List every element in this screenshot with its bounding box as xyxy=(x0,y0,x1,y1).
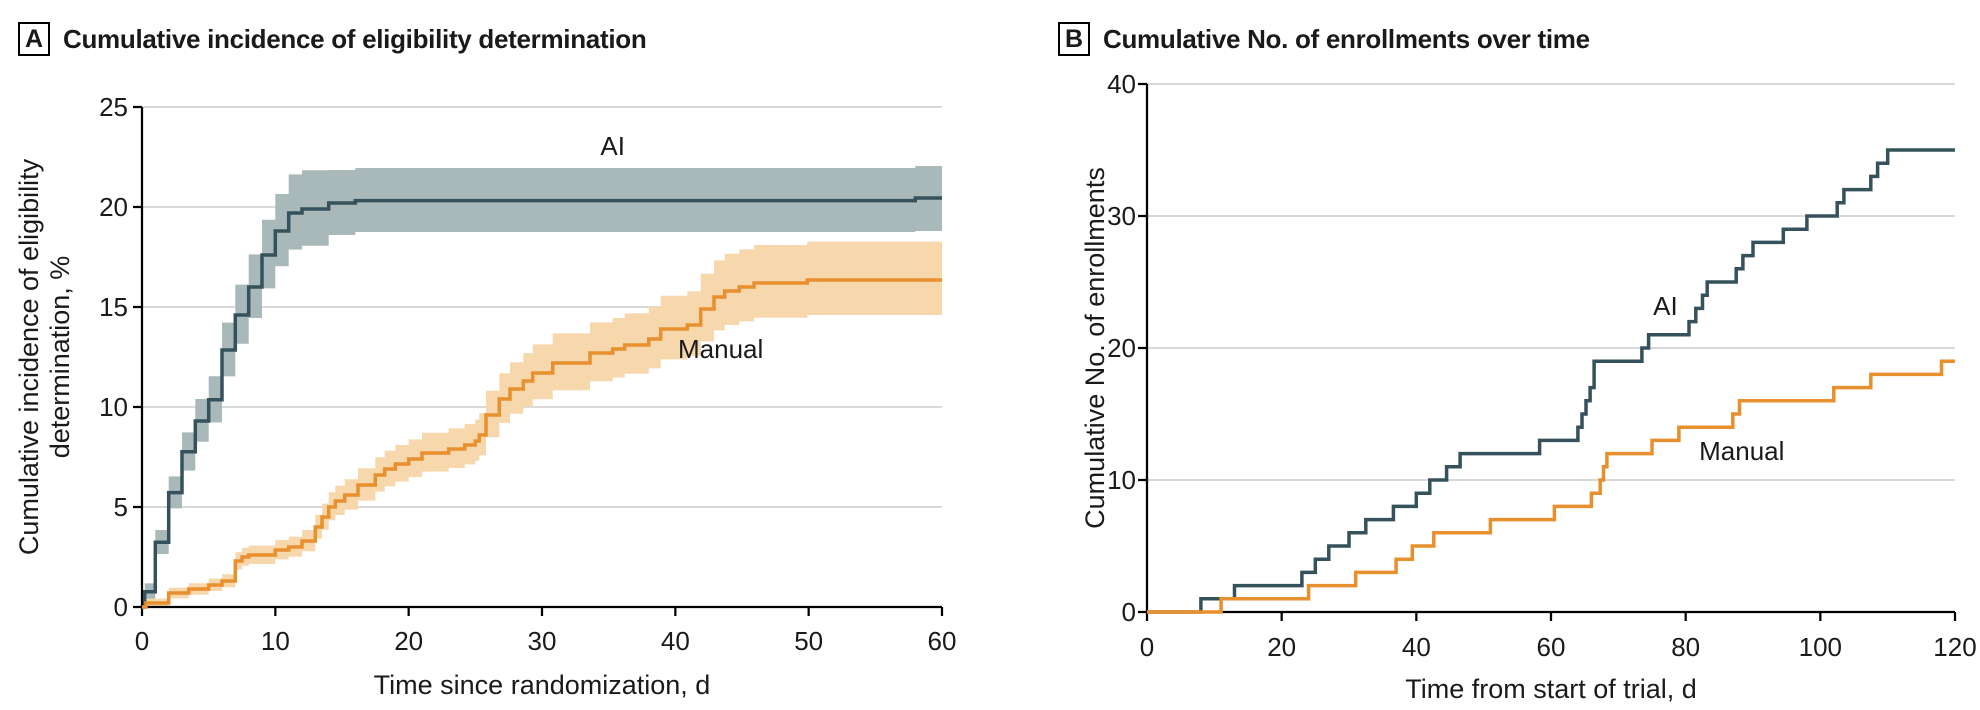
y-tick-label: 40 xyxy=(1107,69,1136,99)
panel-b-title: Cumulative No. of enrollments over time xyxy=(1103,23,1590,54)
panel-b-letter-badge: B xyxy=(1058,22,1090,56)
y-tick-label: 30 xyxy=(1107,201,1136,231)
x-tick-label: 0 xyxy=(135,626,149,656)
x-tick-label: 60 xyxy=(928,626,957,656)
manual-curve xyxy=(142,278,942,609)
manual-curve-label: Manual xyxy=(1699,436,1784,466)
x-tick-label: 0 xyxy=(1140,632,1154,662)
panel-a-title: Cumulative incidence of eligibility dete… xyxy=(63,23,647,54)
x-tick-label: 20 xyxy=(394,626,423,656)
y-tick-label: 0 xyxy=(114,592,128,622)
panel-a-chart: 0 5 10 15 20 25 0 10 20 30 40 50 60 Time since random… xyxy=(14,92,956,700)
manual-confidence-band xyxy=(142,241,942,607)
x-axis-title: Time since randomization, d xyxy=(374,670,711,700)
y-axis-title: Cumulative No. of enrollments xyxy=(1080,167,1110,529)
x-tick-label: 80 xyxy=(1671,632,1700,662)
x-tick-label: 40 xyxy=(1402,632,1431,662)
ai-curve xyxy=(142,196,942,609)
y-tick-label: 0 xyxy=(1122,597,1136,627)
panel-a-letter-badge: A xyxy=(18,22,50,56)
y-tick-label: 10 xyxy=(99,392,128,422)
panel-b-header: B Cumulative No. of enrollments over tim… xyxy=(1058,22,1590,56)
y-tick-label: 25 xyxy=(99,92,128,122)
x-tick-label: 40 xyxy=(661,626,690,656)
y-axis-title: Cumulative incidence of eligibilitydeter… xyxy=(14,158,75,555)
y-tick-label: 15 xyxy=(99,292,128,322)
y-tick-label: 20 xyxy=(99,192,128,222)
ai-confidence-band xyxy=(142,166,942,607)
ai-curve xyxy=(1147,148,1955,614)
x-tick-label: 100 xyxy=(1799,632,1842,662)
axes xyxy=(1138,82,1957,621)
manual-curve xyxy=(1147,359,1955,614)
gridlines xyxy=(1147,83,1955,481)
y-tick-label: 10 xyxy=(1107,465,1136,495)
panel-a-header: A Cumulative incidence of eligibility de… xyxy=(18,22,647,56)
x-tick-label: 30 xyxy=(528,626,557,656)
ai-curve-label: AI xyxy=(600,131,625,161)
x-tick-label: 60 xyxy=(1537,632,1566,662)
x-axis-title: Time from start of trial, d xyxy=(1405,674,1697,704)
x-tick-label: 10 xyxy=(261,626,290,656)
x-tick-label: 120 xyxy=(1933,632,1976,662)
panel-b-chart: 0 10 20 30 40 0 20 40 60 80 100 120 Time from start … xyxy=(1080,69,1977,704)
y-tick-label: 20 xyxy=(1107,333,1136,363)
y-tick-label: 5 xyxy=(114,492,128,522)
manual-curve-label: Manual xyxy=(678,334,763,364)
tick-labels: 0 10 20 30 40 0 20 40 60 80 100 120 xyxy=(1107,69,1977,662)
x-tick-label: 50 xyxy=(794,626,823,656)
ai-curve-label: AI xyxy=(1653,291,1678,321)
tick-labels: 0 5 10 15 20 25 0 10 20 30 40 50 60 xyxy=(99,92,956,656)
x-tick-label: 20 xyxy=(1267,632,1296,662)
